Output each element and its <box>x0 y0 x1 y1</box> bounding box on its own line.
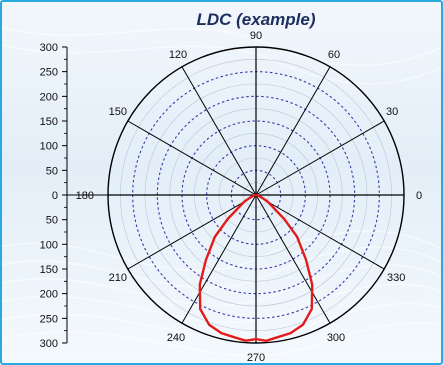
radial-axis-label: 150 <box>40 264 58 276</box>
radial-axis-label: 250 <box>40 313 58 325</box>
angle-labels: 0 30 60 90 120 150 180 210 240 270 300 330 <box>76 30 422 364</box>
angle-spoke <box>127 194 257 270</box>
angle-spoke <box>181 194 257 324</box>
radial-axis-label: 200 <box>40 289 58 301</box>
ldc-curve <box>198 193 314 342</box>
angle-label-180: 180 <box>76 190 94 202</box>
radial-axis: 300 250 200 150 100 50 0 50 100 150 200 250 300 <box>40 42 108 350</box>
angle-label-90: 90 <box>250 30 262 42</box>
angle-label-330: 330 <box>387 272 405 284</box>
angle-spoke <box>255 194 385 270</box>
angle-label-30: 30 <box>386 106 398 118</box>
radial-axis-label: 50 <box>46 165 58 177</box>
angle-spokes <box>108 47 404 343</box>
radial-axis-label: 50 <box>46 215 58 227</box>
radial-axis-label: 150 <box>40 116 58 128</box>
angle-label-150: 150 <box>109 106 127 118</box>
angle-spoke <box>181 66 257 196</box>
radial-axis-label: 300 <box>40 42 58 54</box>
angle-label-270: 270 <box>247 352 265 364</box>
radial-axis-label: 300 <box>40 338 58 350</box>
radial-axis-label: 200 <box>40 91 58 103</box>
radial-axis-label: 100 <box>40 141 58 153</box>
radial-axis-label: 0 <box>52 190 58 202</box>
angle-label-210: 210 <box>109 272 127 284</box>
angle-label-240: 240 <box>167 332 185 344</box>
radial-axis-label: 250 <box>40 67 58 79</box>
angle-spoke <box>255 120 385 196</box>
angle-spoke <box>255 66 331 196</box>
angle-spoke <box>255 194 331 324</box>
angle-label-120: 120 <box>169 49 187 61</box>
radial-axis-label: 100 <box>40 239 58 251</box>
angle-label-300: 300 <box>327 332 345 344</box>
angle-spoke <box>127 120 257 196</box>
angle-label-0: 0 <box>416 190 422 202</box>
chart-title: LDC (example) <box>196 10 315 29</box>
ldc-series <box>198 193 314 342</box>
angle-label-60: 60 <box>328 49 340 61</box>
